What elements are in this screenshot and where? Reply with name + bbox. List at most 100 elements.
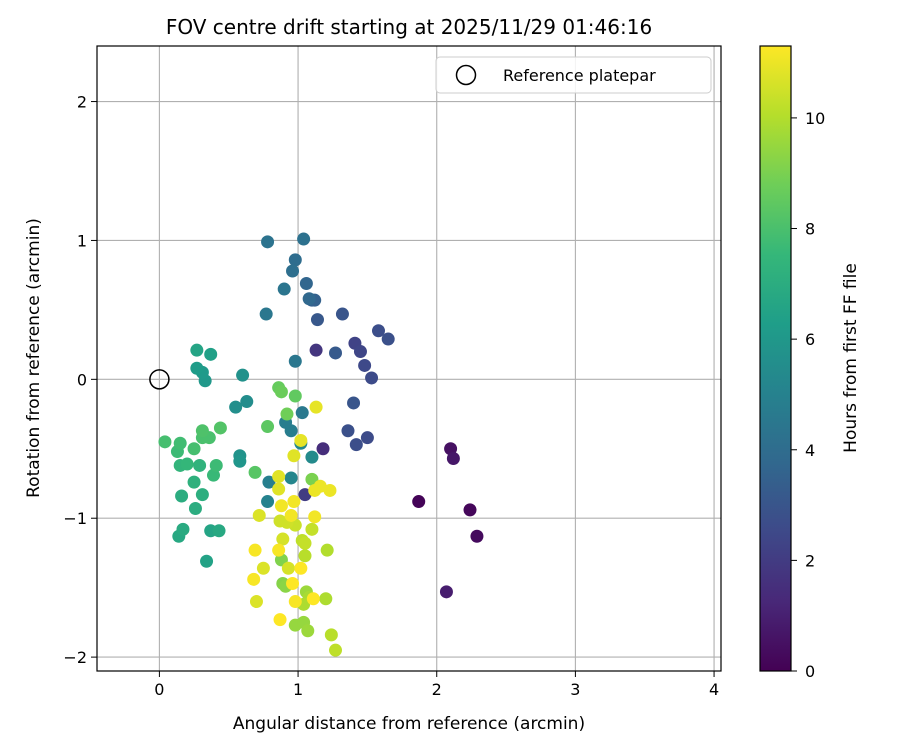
scatter-point: [309, 400, 323, 414]
scatter-point: [180, 457, 194, 471]
scatter-point: [193, 458, 207, 472]
scatter-point: [281, 561, 295, 575]
scatter-point: [294, 561, 308, 575]
scatter-point: [295, 406, 309, 420]
scatter-point: [209, 458, 223, 472]
legend-label-reference-platepar: Reference platepar: [503, 66, 656, 85]
scatter-point: [187, 475, 201, 489]
scatter-point: [287, 495, 301, 509]
legend-marker: [455, 64, 477, 86]
chart-title: FOV centre drift starting at 2025/11/29 …: [166, 15, 652, 39]
scatter-point: [187, 442, 201, 456]
colorbar-label: Hours from first FF file: [841, 263, 861, 453]
scatter-point: [341, 424, 355, 438]
scatter-point: [276, 532, 290, 546]
scatter-point: [299, 277, 313, 290]
scatter-point: [302, 292, 316, 306]
scatter-point: [272, 543, 286, 557]
scatter-point: [273, 613, 287, 627]
scatter-point: [274, 499, 288, 513]
scatter-point: [212, 524, 226, 538]
scatter-point: [272, 482, 286, 496]
scatter-point: [280, 407, 294, 421]
scatter-point: [248, 465, 262, 479]
colorbar-gradient: [760, 46, 791, 671]
scatter-point: [324, 628, 338, 642]
scatter-point: [309, 343, 323, 357]
scatter-point: [190, 343, 204, 357]
legend-box: [435, 56, 712, 94]
scatter-point: [329, 346, 343, 360]
x-tick-label: 1: [293, 680, 303, 699]
y-tick-label: −1: [63, 509, 87, 528]
x-axis-label: Angular distance from reference (arcmin): [233, 714, 585, 734]
scatter-point: [319, 592, 333, 606]
colorbar-tick-label: 2: [805, 551, 815, 570]
scatter-point: [248, 543, 262, 557]
scatter-point: [288, 354, 302, 368]
scatter-point: [286, 264, 300, 278]
scatter-point: [190, 361, 204, 375]
scatter-point: [365, 371, 379, 385]
plot-background: [97, 46, 721, 671]
y-tick-label: 1: [77, 231, 87, 250]
scatter-point: [240, 395, 254, 409]
scatter-point: [233, 454, 247, 468]
scatter-point: [277, 282, 291, 296]
scatter-point: [305, 450, 319, 464]
scatter-point: [323, 483, 337, 497]
scatter-point: [247, 572, 261, 586]
scatter-point: [188, 502, 202, 515]
scatter-point: [308, 510, 322, 524]
scatter-point: [349, 438, 363, 452]
scatter-point: [294, 433, 308, 447]
colorbar-tick-label: 6: [805, 330, 815, 349]
scatter-point: [347, 396, 361, 410]
scatter-point: [371, 324, 385, 338]
scatter-point: [381, 332, 395, 346]
scatter-point: [229, 400, 243, 414]
colorbar-tick-label: 10: [805, 109, 825, 128]
scatter-point: [360, 431, 374, 445]
scatter-point: [470, 529, 484, 543]
scatter-point: [213, 421, 227, 435]
x-tick-label: 3: [570, 680, 580, 699]
scatter-point: [262, 475, 276, 489]
scatter-point: [288, 595, 302, 609]
scatter-point: [204, 347, 218, 361]
colorbar-tick-label: 4: [805, 441, 815, 460]
scatter-point: [158, 435, 172, 449]
scatter-point: [358, 358, 372, 372]
scatter-point: [261, 420, 275, 434]
scatter-point: [463, 503, 477, 517]
colorbar-ticks: 0 2 4 6 8 10: [791, 109, 825, 681]
scatter-point: [236, 368, 250, 382]
scatter-point: [306, 592, 320, 606]
scatter-point: [256, 561, 270, 575]
scatter-point: [259, 307, 273, 321]
scatter-point: [412, 495, 426, 509]
scatter-point: [353, 345, 367, 359]
scatter-point: [310, 313, 324, 327]
scatter-point: [297, 232, 311, 246]
y-tick-label: 2: [77, 93, 87, 112]
scatter-point: [195, 488, 209, 502]
scatter-point: [249, 595, 263, 609]
y-tick-label: −2: [63, 648, 87, 667]
scatter-point: [274, 385, 288, 399]
colorbar-frame: [759, 45, 792, 672]
scatter-point: [200, 554, 214, 568]
scatter-point: [195, 424, 209, 438]
scatter-point: [316, 442, 330, 456]
scatter-point: [286, 577, 300, 590]
scatter-point: [329, 643, 343, 657]
scatter-point: [335, 307, 349, 321]
scatter-point: [301, 624, 315, 638]
y-axis-ticks: −2 −1 0 1 2: [63, 93, 97, 667]
scatter-point: [261, 235, 275, 249]
scatter-point: [261, 495, 275, 509]
scatter-point: [272, 470, 286, 484]
colorbar: 0 2 4 6 8 10 Hours from first FF file: [759, 45, 861, 681]
scatter-point: [288, 389, 302, 403]
